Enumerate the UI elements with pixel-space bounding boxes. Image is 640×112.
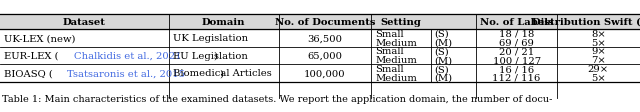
Text: Medium: Medium — [375, 38, 417, 47]
Text: Small: Small — [375, 30, 404, 39]
Text: ): ) — [220, 69, 223, 78]
Text: (M): (M) — [435, 38, 452, 47]
Text: Medium: Medium — [375, 56, 417, 65]
Text: 69 / 69: 69 / 69 — [499, 38, 534, 47]
Text: (S): (S) — [435, 65, 449, 73]
Text: 16 / 16: 16 / 16 — [499, 65, 534, 73]
Text: (S): (S) — [435, 47, 449, 56]
Text: BIOASQ (: BIOASQ ( — [4, 69, 52, 78]
Text: 8×: 8× — [591, 30, 605, 39]
Text: Table 1: Main characteristics of the examined datasets. We report the applicatio: Table 1: Main characteristics of the exa… — [2, 95, 552, 104]
Text: 29×: 29× — [588, 65, 609, 73]
Bar — [0, 15, 640, 30]
Text: 9×: 9× — [591, 47, 605, 56]
Text: Dataset: Dataset — [63, 18, 106, 27]
Text: Small: Small — [375, 65, 404, 73]
Text: 20 / 21: 20 / 21 — [499, 47, 534, 56]
Text: Tsatsaronis et al., 2015: Tsatsaronis et al., 2015 — [67, 69, 185, 78]
Text: 65,000: 65,000 — [307, 51, 342, 60]
Text: (M): (M) — [435, 56, 452, 65]
Text: Medium: Medium — [375, 73, 417, 82]
Text: 7×: 7× — [591, 56, 605, 65]
Text: 5×: 5× — [591, 73, 605, 82]
Text: Distribution Swift (WS): Distribution Swift (WS) — [532, 18, 640, 27]
Text: ): ) — [213, 51, 217, 60]
Text: Setting: Setting — [381, 18, 422, 27]
Text: 18 / 18: 18 / 18 — [499, 30, 534, 39]
Text: Small: Small — [375, 47, 404, 56]
Text: UK Legislation: UK Legislation — [173, 34, 248, 43]
Text: EU Legislation: EU Legislation — [173, 51, 248, 60]
Text: Domain: Domain — [202, 18, 246, 27]
Text: 100,000: 100,000 — [304, 69, 346, 78]
Text: No. of Labels: No. of Labels — [480, 18, 554, 27]
Text: 36,500: 36,500 — [307, 34, 342, 43]
Text: Chalkidis et al., 2021: Chalkidis et al., 2021 — [74, 51, 182, 60]
Text: No. of Documents: No. of Documents — [275, 18, 375, 27]
Text: 5×: 5× — [591, 38, 605, 47]
Text: (S): (S) — [435, 30, 449, 39]
Text: EUR-LEX (: EUR-LEX ( — [4, 51, 58, 60]
Text: (M): (M) — [435, 73, 452, 82]
Text: UK-LEX (new): UK-LEX (new) — [4, 34, 76, 43]
Text: 112 / 116: 112 / 116 — [493, 73, 541, 82]
Text: Biomedical Articles: Biomedical Articles — [173, 69, 271, 78]
Text: 100 / 127: 100 / 127 — [493, 56, 541, 65]
